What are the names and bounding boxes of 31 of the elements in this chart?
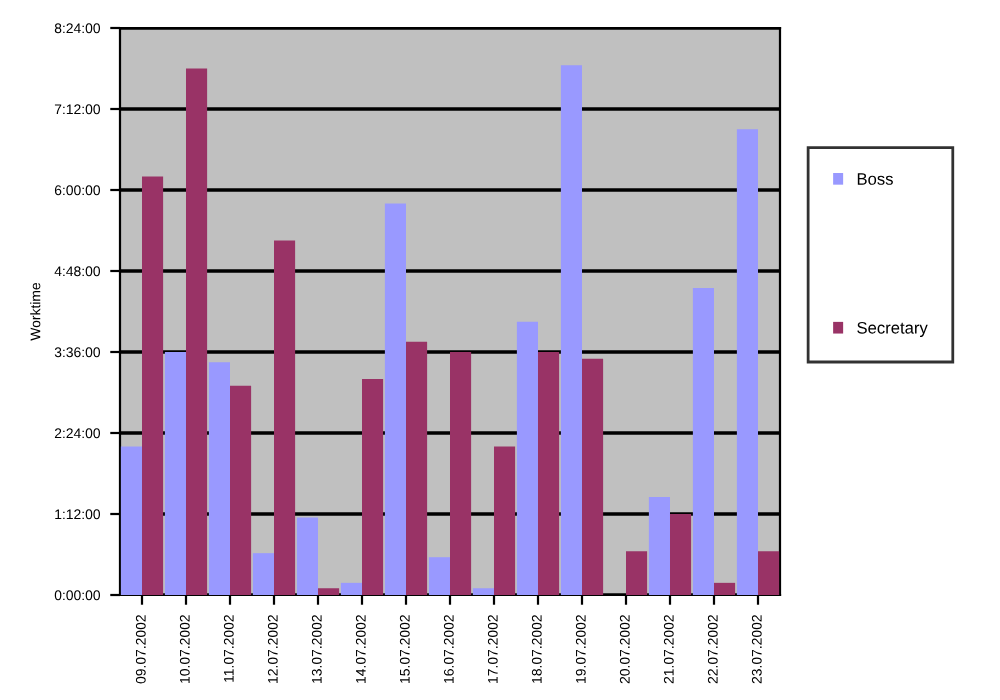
- bar: [230, 385, 252, 595]
- bar: [142, 176, 164, 595]
- legend-label: Secretary: [857, 321, 928, 337]
- bar: [758, 551, 780, 595]
- bar: [626, 551, 648, 595]
- bar: [450, 352, 472, 595]
- bar: [296, 517, 318, 595]
- bar: [692, 287, 714, 595]
- bar: [516, 321, 538, 595]
- bar: [648, 497, 670, 595]
- bar: [406, 341, 428, 595]
- bar: [186, 68, 208, 595]
- bar: [736, 129, 758, 595]
- bar: [472, 588, 494, 595]
- bar: [340, 582, 362, 595]
- bar: [384, 203, 406, 595]
- bar: [494, 446, 516, 595]
- bar: [362, 379, 384, 595]
- bar: [428, 557, 450, 595]
- bar: [318, 588, 340, 595]
- bar: [560, 65, 582, 595]
- bar: [538, 352, 560, 595]
- bar: [714, 582, 736, 595]
- bar: [274, 240, 296, 595]
- bar: [164, 352, 186, 595]
- bar: [582, 358, 604, 595]
- bar: [208, 362, 230, 595]
- bar: [252, 553, 274, 595]
- bar: [120, 446, 142, 595]
- legend-label: Boss: [857, 173, 893, 185]
- bar: [670, 514, 692, 595]
